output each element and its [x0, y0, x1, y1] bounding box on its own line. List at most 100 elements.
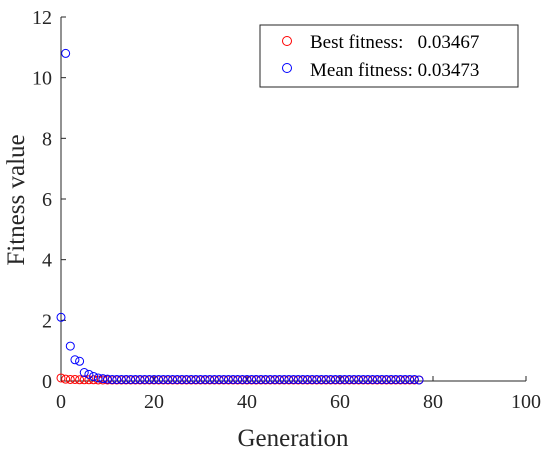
data-point	[135, 374, 145, 384]
data-point	[270, 374, 280, 384]
data-point	[56, 373, 66, 383]
data-point	[107, 374, 117, 384]
data-point	[79, 375, 89, 385]
data-point	[98, 374, 108, 384]
data-point	[168, 374, 178, 384]
data-point	[177, 374, 187, 384]
data-point	[209, 374, 219, 384]
data-point	[228, 374, 238, 384]
data-point	[302, 374, 312, 384]
data-point	[316, 374, 326, 384]
data-point	[144, 374, 154, 384]
data-point	[265, 374, 275, 384]
data-point	[400, 374, 410, 384]
data-point	[172, 374, 182, 384]
x-tick-label: 60	[330, 391, 350, 413]
data-point	[196, 374, 205, 384]
data-point	[256, 374, 266, 384]
data-point	[200, 374, 210, 384]
data-point	[261, 374, 271, 384]
data-point	[237, 374, 247, 384]
legend-box	[259, 24, 519, 88]
data-point	[405, 374, 415, 384]
data-point	[149, 374, 159, 384]
data-point	[65, 374, 75, 384]
legend: Best fitness: 0.03467 Mean fitness: 0.03…	[259, 24, 519, 88]
data-point	[409, 374, 419, 384]
y-axis-title: Fitness value	[3, 134, 30, 265]
data-point	[79, 368, 89, 378]
data-point	[335, 374, 345, 384]
data-point	[126, 374, 136, 384]
data-point	[298, 374, 308, 384]
x-tick-label: 20	[144, 391, 164, 413]
data-point	[279, 374, 289, 384]
y-tick-label: 6	[42, 189, 52, 211]
y-tick-label: 12	[32, 7, 52, 29]
x-tick-label: 0	[56, 391, 66, 413]
legend-marker-mean	[282, 63, 292, 73]
data-point	[214, 374, 224, 384]
data-point	[89, 371, 99, 381]
data-point	[386, 374, 396, 384]
data-point	[395, 374, 405, 384]
data-point	[284, 374, 294, 384]
data-point	[363, 374, 373, 384]
data-point	[186, 374, 196, 384]
data-point	[242, 374, 252, 384]
data-point	[154, 374, 164, 384]
x-tick-label: 80	[423, 391, 443, 413]
data-point	[349, 374, 359, 384]
data-point	[75, 375, 85, 385]
data-point	[247, 374, 257, 384]
data-point	[112, 374, 122, 384]
data-point	[377, 374, 387, 384]
data-point	[326, 374, 336, 384]
data-point	[70, 355, 80, 365]
data-point	[84, 375, 94, 385]
data-point	[61, 374, 71, 384]
data-point	[140, 374, 150, 384]
y-tick-label: 10	[32, 68, 52, 90]
data-point	[205, 374, 215, 384]
data-point	[354, 374, 364, 384]
series-mean-fitness	[56, 48, 424, 385]
data-point	[70, 374, 80, 384]
data-point	[233, 374, 243, 384]
data-point	[382, 374, 391, 384]
data-point	[93, 373, 103, 383]
data-point	[340, 374, 350, 384]
data-point	[103, 374, 112, 384]
data-point	[116, 374, 126, 384]
data-point	[56, 312, 66, 322]
data-point	[275, 374, 285, 384]
data-point	[219, 374, 229, 384]
data-point	[414, 375, 424, 385]
data-point	[84, 369, 94, 379]
data-point	[368, 374, 378, 384]
y-axis-ticks: 0 2 4 6 8 10 12	[32, 7, 66, 393]
data-point	[293, 374, 303, 384]
legend-label-best: Best fitness: 0.03467	[310, 32, 479, 53]
legend-marker-best	[282, 36, 292, 46]
data-point	[65, 341, 75, 351]
data-point	[182, 374, 192, 384]
data-point	[391, 374, 401, 384]
data-point	[121, 374, 131, 384]
y-tick-label: 4	[42, 250, 52, 272]
y-tick-label: 0	[42, 371, 52, 393]
x-tick-label: 40	[237, 391, 257, 413]
data-point	[321, 374, 331, 384]
data-point	[307, 374, 317, 384]
data-point	[223, 374, 233, 384]
x-axis-ticks: 0 20 40 60 80 100	[56, 376, 541, 413]
data-point	[191, 374, 201, 384]
x-axis-title: Generation	[237, 425, 349, 450]
data-point	[89, 375, 99, 385]
data-point	[344, 374, 354, 384]
y-tick-label: 2	[42, 310, 52, 332]
data-point	[372, 374, 382, 384]
data-point	[289, 374, 298, 384]
data-points	[56, 48, 424, 385]
